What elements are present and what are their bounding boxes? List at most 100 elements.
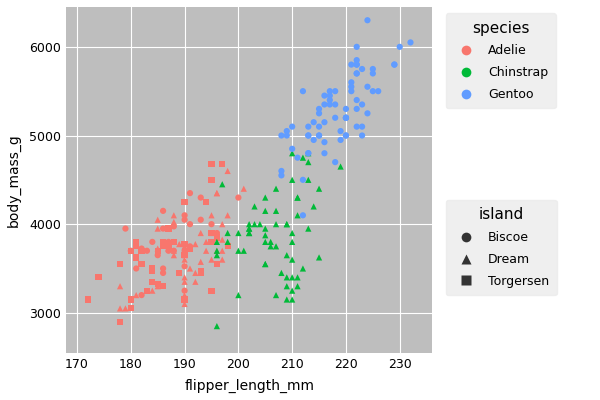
Point: [180, 288, 190, 294]
Point: [244, 225, 254, 232]
Point: [202, 199, 211, 205]
Point: [153, 216, 163, 223]
Point: [158, 243, 168, 250]
Point: [282, 221, 292, 227]
Point: [126, 248, 136, 254]
Point: [180, 278, 190, 285]
Point: [212, 248, 221, 254]
Point: [196, 259, 206, 265]
Point: [309, 203, 319, 210]
Point: [142, 288, 152, 294]
Point: [304, 177, 313, 183]
Point: [217, 161, 227, 168]
Point: [352, 70, 362, 77]
Point: [158, 225, 168, 232]
Point: [325, 101, 335, 108]
Point: [121, 225, 130, 232]
Point: [206, 212, 216, 218]
Point: [206, 256, 216, 263]
Point: [180, 212, 190, 218]
Legend: Biscoe, Dream, Torgersen: Biscoe, Dream, Torgersen: [446, 200, 557, 295]
Point: [368, 66, 377, 72]
Point: [164, 245, 173, 252]
Point: [287, 239, 297, 245]
Point: [277, 132, 286, 139]
Point: [331, 114, 340, 121]
Point: [357, 124, 367, 130]
Point: [153, 248, 163, 254]
Point: [180, 243, 190, 250]
Point: [282, 283, 292, 290]
Point: [131, 265, 141, 272]
Point: [169, 239, 179, 245]
Point: [331, 159, 340, 165]
Point: [94, 274, 103, 280]
Point: [287, 150, 297, 156]
Point: [362, 84, 372, 90]
Point: [202, 239, 211, 245]
Point: [244, 230, 254, 236]
Point: [304, 132, 313, 139]
Point: [196, 270, 206, 276]
Point: [206, 221, 216, 227]
Point: [287, 124, 297, 130]
Point: [362, 110, 372, 116]
Point: [212, 190, 221, 196]
Point: [158, 283, 168, 290]
Point: [164, 225, 173, 232]
Point: [169, 252, 179, 258]
Point: [131, 239, 141, 245]
Point: [406, 39, 415, 46]
Point: [341, 132, 351, 139]
Point: [314, 132, 324, 139]
Point: [175, 270, 184, 276]
Point: [304, 132, 313, 139]
Point: [206, 288, 216, 294]
Point: [148, 239, 157, 245]
Point: [206, 161, 216, 168]
Point: [191, 241, 200, 247]
Point: [131, 292, 141, 298]
Point: [180, 263, 190, 270]
Point: [325, 97, 335, 103]
Point: [331, 101, 340, 108]
Point: [395, 44, 404, 50]
Point: [169, 248, 179, 254]
Point: [126, 296, 136, 303]
Point: [277, 168, 286, 174]
Point: [212, 261, 221, 267]
Point: [164, 248, 173, 254]
Point: [282, 252, 292, 258]
Point: [153, 225, 163, 232]
Point: [287, 274, 297, 280]
Point: [137, 248, 146, 254]
Point: [293, 194, 302, 201]
Point: [148, 288, 157, 294]
Point: [287, 177, 297, 183]
Point: [180, 301, 190, 307]
Point: [347, 61, 356, 68]
Point: [158, 265, 168, 272]
Point: [244, 230, 254, 236]
Point: [341, 114, 351, 121]
Point: [153, 245, 163, 252]
Point: [314, 110, 324, 116]
Point: [126, 248, 136, 254]
Point: [137, 248, 146, 254]
Point: [293, 274, 302, 280]
Point: [169, 239, 179, 245]
Point: [282, 132, 292, 139]
Point: [206, 177, 216, 183]
Point: [175, 241, 184, 247]
Point: [287, 256, 297, 263]
Point: [180, 216, 190, 223]
Point: [180, 252, 190, 258]
Point: [202, 248, 211, 254]
Point: [298, 88, 308, 94]
Point: [206, 239, 216, 245]
Point: [239, 248, 248, 254]
Point: [191, 270, 200, 276]
Point: [196, 216, 206, 223]
Point: [244, 225, 254, 232]
Point: [277, 270, 286, 276]
